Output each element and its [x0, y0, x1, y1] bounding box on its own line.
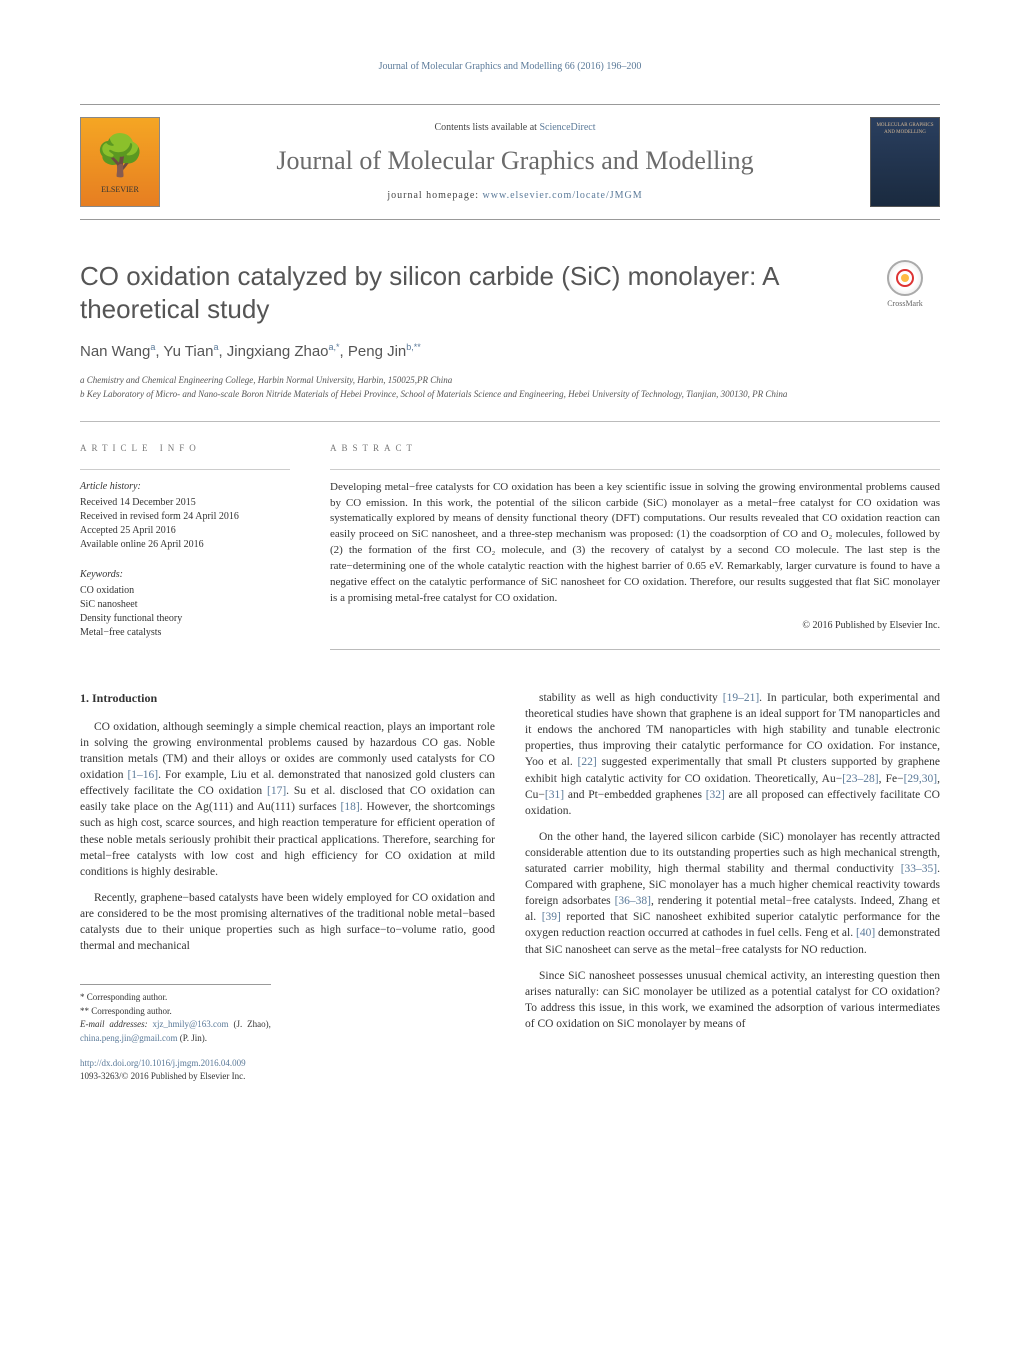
article-title: CO oxidation catalyzed by silicon carbid…: [80, 260, 940, 325]
ref-link[interactable]: [31]: [545, 789, 564, 801]
ref-link[interactable]: [40]: [856, 927, 875, 939]
ref-link[interactable]: [33–35]: [901, 863, 937, 875]
affiliation-a: a Chemistry and Chemical Engineering Col…: [80, 374, 940, 388]
body-paragraph: CO oxidation, although seemingly a simpl…: [80, 719, 495, 880]
journal-title: Journal of Molecular Graphics and Modell…: [180, 143, 850, 179]
keyword-item: Density functional theory: [80, 612, 290, 626]
keywords-block: Keywords: CO oxidation SiC nanosheet Den…: [80, 568, 290, 640]
history-block: Article history: Received 14 December 20…: [80, 469, 290, 552]
text-run: and Pt−embedded graphenes: [564, 789, 706, 801]
text-run: , Fe−: [879, 773, 904, 785]
sciencedirect-link[interactable]: ScienceDirect: [539, 122, 595, 133]
body-paragraph: stability as well as high conductivity […: [525, 690, 940, 819]
email-who: (J. Zhao),: [229, 1019, 271, 1029]
authors-line: Nan Wanga, Yu Tiana, Jingxiang Zhaoa,*, …: [80, 341, 940, 362]
footnotes: * Corresponding author. ** Corresponding…: [80, 984, 271, 1045]
journal-homepage: journal homepage: www.elsevier.com/locat…: [180, 189, 850, 203]
text-run: stability as well as high conductivity: [539, 692, 723, 704]
contents-line: Contents lists available at ScienceDirec…: [180, 121, 850, 135]
ref-link[interactable]: [32]: [706, 789, 725, 801]
ref-link[interactable]: [29,30]: [904, 773, 938, 785]
ref-link[interactable]: [17]: [267, 785, 286, 797]
keyword-item: SiC nanosheet: [80, 598, 290, 612]
abstract-block: abstract Developing metal−free catalysts…: [330, 442, 940, 650]
corresponding-author-2: ** Corresponding author.: [80, 1005, 271, 1019]
elsevier-logo: 🌳 ELSEVIER: [80, 117, 160, 207]
running-head: Journal of Molecular Graphics and Modell…: [80, 60, 940, 74]
history-label: Article history:: [80, 480, 290, 494]
elsevier-tree-icon: 🌳: [95, 128, 145, 184]
cover-text: MOLECULAR GRAPHICS AND MODELLING: [875, 122, 935, 136]
doi-block: http://dx.doi.org/10.1016/j.jmgm.2016.04…: [80, 1057, 495, 1082]
info-abstract-row: article info Article history: Received 1…: [80, 421, 940, 650]
body-paragraph: Recently, graphene−based catalysts have …: [80, 890, 495, 954]
column-left: 1. Introduction CO oxidation, although s…: [80, 690, 495, 1082]
article-info: article info Article history: Received 1…: [80, 442, 290, 650]
body-paragraph: On the other hand, the layered silicon c…: [525, 829, 940, 958]
email-addresses: E-mail addresses: xjz_hmily@163.com (J. …: [80, 1018, 271, 1045]
section-heading-introduction: 1. Introduction: [80, 690, 495, 707]
column-right: stability as well as high conductivity […: [525, 690, 940, 1082]
corresponding-author-1: * Corresponding author.: [80, 991, 271, 1005]
text-run: On the other hand, the layered silicon c…: [525, 831, 940, 875]
ref-link[interactable]: [1–16]: [127, 769, 158, 781]
ref-link[interactable]: [22]: [578, 756, 597, 768]
masthead: 🌳 ELSEVIER Contents lists available at S…: [80, 104, 940, 220]
keyword-item: CO oxidation: [80, 584, 290, 598]
email-link[interactable]: china.peng.jin@gmail.com: [80, 1033, 178, 1043]
crossmark-label: CrossMark: [887, 298, 923, 309]
abstract-heading: abstract: [330, 442, 940, 455]
issn-copyright: 1093-3263/© 2016 Published by Elsevier I…: [80, 1070, 495, 1083]
email-link[interactable]: xjz_hmily@163.com: [153, 1019, 229, 1029]
doi-link[interactable]: http://dx.doi.org/10.1016/j.jmgm.2016.04…: [80, 1058, 246, 1068]
affiliation-b: b Key Laboratory of Micro- and Nano-scal…: [80, 388, 940, 402]
body-columns: 1. Introduction CO oxidation, although s…: [80, 690, 940, 1082]
ref-link[interactable]: [18]: [341, 801, 360, 813]
abstract-text: Developing metal−free catalysts for CO o…: [330, 469, 940, 608]
article-info-heading: article info: [80, 442, 290, 455]
abstract-copyright: © 2016 Published by Elsevier Inc.: [330, 619, 940, 633]
email-who: (P. Jin).: [178, 1033, 208, 1043]
homepage-prefix: journal homepage:: [387, 190, 482, 201]
body-paragraph: Since SiC nanosheet possesses unusual ch…: [525, 968, 940, 1032]
homepage-link[interactable]: www.elsevier.com/locate/JMGM: [483, 190, 643, 201]
crossmark-icon: [887, 260, 923, 296]
ref-link[interactable]: [39]: [542, 911, 561, 923]
ref-link[interactable]: [19–21]: [723, 692, 759, 704]
keyword-item: Metal−free catalysts: [80, 626, 290, 640]
publisher-name: ELSEVIER: [101, 184, 139, 195]
crossmark-badge[interactable]: CrossMark: [870, 260, 940, 309]
history-item: Available online 26 April 2016: [80, 538, 290, 552]
journal-cover-thumbnail: MOLECULAR GRAPHICS AND MODELLING: [870, 117, 940, 207]
ref-link[interactable]: [36–38]: [615, 895, 651, 907]
history-item: Accepted 25 April 2016: [80, 524, 290, 538]
history-item: Received 14 December 2015: [80, 496, 290, 510]
contents-prefix: Contents lists available at: [434, 122, 539, 133]
email-label: E-mail addresses:: [80, 1019, 153, 1029]
masthead-center: Contents lists available at ScienceDirec…: [180, 121, 850, 203]
affiliations: a Chemistry and Chemical Engineering Col…: [80, 374, 940, 401]
article-header: CrossMark CO oxidation catalyzed by sili…: [80, 260, 940, 401]
history-item: Received in revised form 24 April 2016: [80, 510, 290, 524]
ref-link[interactable]: [23–28]: [842, 773, 878, 785]
keywords-label: Keywords:: [80, 568, 290, 582]
